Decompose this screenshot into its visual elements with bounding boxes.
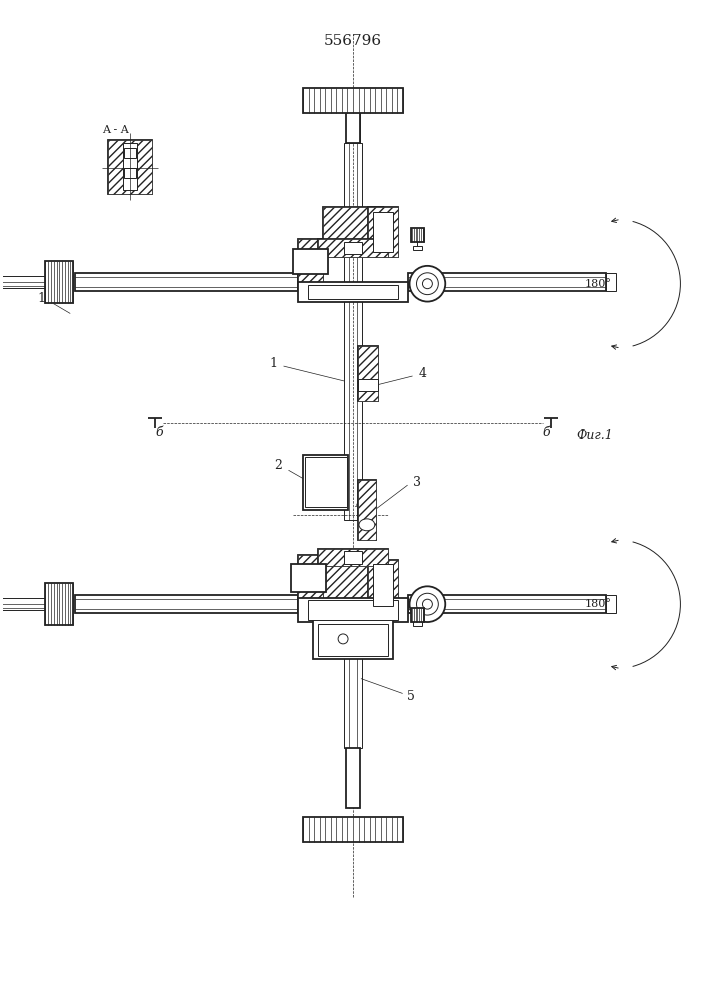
Text: 2: 2	[274, 459, 283, 472]
Bar	[318, 624, 387, 656]
Bar	[75, 595, 298, 613]
Bar	[303, 817, 402, 842]
Bar	[368, 560, 397, 609]
Bar	[291, 564, 326, 592]
Bar	[344, 551, 362, 564]
Bar	[368, 207, 397, 257]
Bar	[358, 346, 378, 401]
Bar	[293, 249, 328, 274]
Text: 180°: 180°	[585, 279, 612, 289]
Bar	[45, 261, 74, 303]
Bar	[318, 239, 387, 257]
Bar	[358, 379, 378, 391]
Bar	[0, 598, 47, 610]
Bar	[298, 598, 407, 622]
Bar	[606, 273, 616, 291]
Bar	[298, 239, 323, 284]
Bar	[303, 88, 402, 113]
Text: 4: 4	[419, 367, 426, 380]
Circle shape	[416, 273, 438, 295]
Bar	[45, 583, 74, 625]
Bar	[358, 346, 378, 401]
Bar	[318, 549, 387, 566]
Bar	[75, 273, 298, 291]
Text: 180°: 180°	[585, 599, 612, 609]
Bar	[323, 207, 382, 242]
Bar	[108, 140, 151, 194]
Bar	[298, 239, 323, 284]
Bar	[412, 621, 423, 626]
Bar	[308, 600, 397, 620]
Bar	[298, 555, 323, 599]
Bar	[298, 555, 323, 599]
Circle shape	[409, 266, 445, 302]
Circle shape	[416, 593, 438, 615]
Circle shape	[338, 634, 348, 644]
Text: 3: 3	[414, 476, 421, 489]
Bar	[344, 143, 362, 520]
Bar	[323, 207, 382, 242]
Text: б: б	[543, 426, 550, 439]
Bar	[323, 564, 382, 599]
Bar	[303, 455, 348, 510]
Bar	[373, 212, 392, 252]
Bar	[318, 239, 387, 257]
Bar	[313, 619, 392, 659]
Bar	[412, 246, 423, 250]
Bar	[346, 748, 360, 808]
Bar	[0, 276, 47, 288]
Bar	[606, 595, 616, 613]
Bar	[323, 564, 382, 599]
Bar	[407, 273, 606, 291]
Bar	[344, 599, 362, 748]
Bar	[124, 168, 136, 178]
Text: A - A: A - A	[102, 125, 129, 135]
Bar	[358, 480, 376, 540]
Bar	[308, 285, 397, 299]
Text: 1: 1	[269, 357, 278, 370]
Bar	[346, 111, 360, 143]
Bar	[305, 457, 347, 507]
Text: б: б	[156, 426, 163, 439]
Text: Фиг.1: Фиг.1	[576, 429, 613, 442]
Text: A: A	[320, 500, 327, 509]
Circle shape	[409, 586, 445, 622]
Bar	[298, 282, 407, 302]
Circle shape	[423, 599, 433, 609]
Text: 556796: 556796	[324, 34, 382, 48]
Bar	[368, 560, 397, 609]
Text: 5: 5	[407, 690, 414, 703]
Text: 14: 14	[37, 292, 54, 305]
Bar	[344, 242, 362, 254]
Ellipse shape	[359, 519, 375, 531]
Bar	[318, 549, 387, 566]
Text: A: A	[354, 500, 362, 509]
Bar	[124, 148, 136, 158]
Bar	[411, 608, 424, 622]
Bar	[108, 140, 151, 194]
Bar	[123, 143, 136, 190]
Bar	[373, 564, 392, 606]
Bar	[407, 595, 606, 613]
Circle shape	[423, 279, 433, 289]
Bar	[368, 207, 397, 257]
Bar	[411, 228, 424, 242]
Bar	[358, 480, 376, 540]
